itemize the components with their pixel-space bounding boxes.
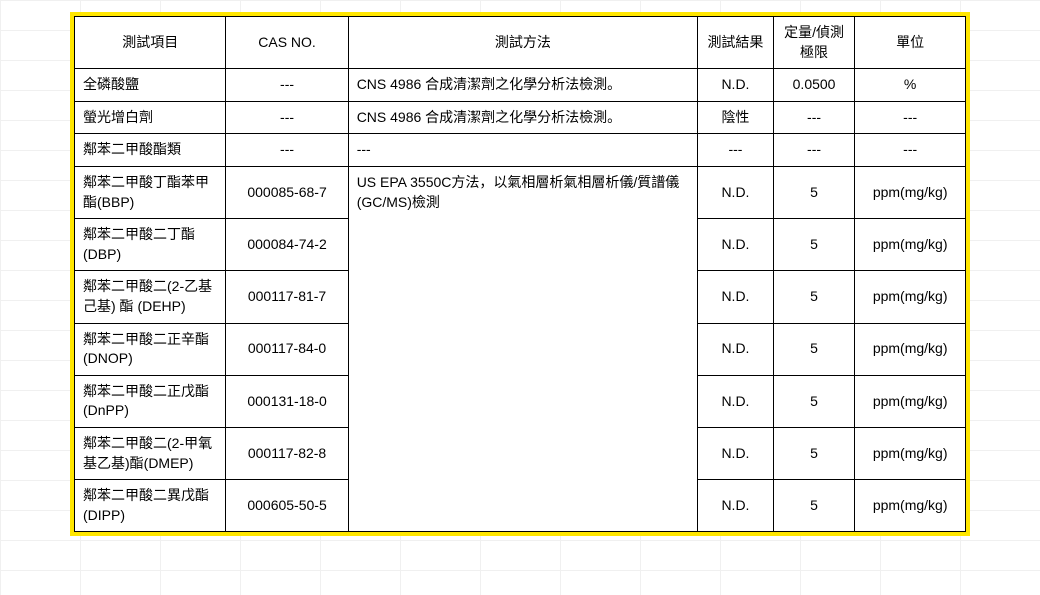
- col-header-unit: 單位: [855, 17, 966, 69]
- cell-result: N.D.: [698, 271, 774, 323]
- col-header-result: 測試結果: [698, 17, 774, 69]
- cell-result: N.D.: [698, 480, 774, 532]
- cell-unit: ---: [855, 134, 966, 167]
- cell-item: 鄰苯二甲酸丁酯苯甲酯(BBP): [75, 166, 226, 218]
- cell-result: ---: [698, 134, 774, 167]
- cell-result: N.D.: [698, 69, 774, 102]
- table-row: 鄰苯二甲酸酯類---------------: [75, 134, 966, 167]
- cell-result: N.D.: [698, 219, 774, 271]
- cell-unit: ppm(mg/kg): [855, 166, 966, 218]
- cell-cas: 000117-81-7: [226, 271, 348, 323]
- cell-item: 螢光增白劑: [75, 101, 226, 134]
- cell-cas: ---: [226, 134, 348, 167]
- cell-unit: ppm(mg/kg): [855, 323, 966, 375]
- table-header-row: 測試項目 CAS NO. 測試方法 測試結果 定量/偵測極限 單位: [75, 17, 966, 69]
- test-results-table-wrap: 測試項目 CAS NO. 測試方法 測試結果 定量/偵測極限 單位 全磷酸鹽--…: [70, 12, 970, 536]
- table-row: 鄰苯二甲酸丁酯苯甲酯(BBP)000085-68-7US EPA 3550C方法…: [75, 166, 966, 218]
- col-header-item: 測試項目: [75, 17, 226, 69]
- cell-item: 全磷酸鹽: [75, 69, 226, 102]
- cell-limit: 5: [773, 427, 855, 479]
- cell-limit: ---: [773, 101, 855, 134]
- cell-result: N.D.: [698, 166, 774, 218]
- col-header-limit: 定量/偵測極限: [773, 17, 855, 69]
- table-row: 螢光增白劑---CNS 4986 合成清潔劑之化學分析法檢測。陰性------: [75, 101, 966, 134]
- cell-limit: 5: [773, 375, 855, 427]
- cell-cas: 000085-68-7: [226, 166, 348, 218]
- cell-cas: 000117-84-0: [226, 323, 348, 375]
- test-results-table: 測試項目 CAS NO. 測試方法 測試結果 定量/偵測極限 單位 全磷酸鹽--…: [74, 16, 966, 532]
- table-body: 全磷酸鹽---CNS 4986 合成清潔劑之化學分析法檢測。N.D.0.0500…: [75, 69, 966, 532]
- cell-cas: 000605-50-5: [226, 480, 348, 532]
- cell-unit: ppm(mg/kg): [855, 427, 966, 479]
- cell-limit: 0.0500: [773, 69, 855, 102]
- cell-cas: ---: [226, 101, 348, 134]
- cell-method: CNS 4986 合成清潔劑之化學分析法檢測。: [348, 69, 697, 102]
- cell-item: 鄰苯二甲酸二(2-乙基己基) 酯 (DEHP): [75, 271, 226, 323]
- cell-method: ---: [348, 134, 697, 167]
- cell-result: 陰性: [698, 101, 774, 134]
- cell-result: N.D.: [698, 375, 774, 427]
- cell-unit: ppm(mg/kg): [855, 375, 966, 427]
- cell-item: 鄰苯二甲酸二正辛酯(DNOP): [75, 323, 226, 375]
- cell-unit: ---: [855, 101, 966, 134]
- cell-result: N.D.: [698, 323, 774, 375]
- col-header-cas: CAS NO.: [226, 17, 348, 69]
- cell-unit: ppm(mg/kg): [855, 271, 966, 323]
- cell-unit: ppm(mg/kg): [855, 480, 966, 532]
- cell-limit: ---: [773, 134, 855, 167]
- cell-item: 鄰苯二甲酸酯類: [75, 134, 226, 167]
- cell-cas: ---: [226, 69, 348, 102]
- cell-method-shared: US EPA 3550C方法，以氣相層析氣相層析儀/質譜儀(GC/MS)檢測: [348, 166, 697, 531]
- cell-cas: 000131-18-0: [226, 375, 348, 427]
- cell-limit: 5: [773, 323, 855, 375]
- cell-limit: 5: [773, 219, 855, 271]
- cell-item: 鄰苯二甲酸二丁酯(DBP): [75, 219, 226, 271]
- cell-item: 鄰苯二甲酸二(2-甲氧基乙基)酯(DMEP): [75, 427, 226, 479]
- cell-limit: 5: [773, 271, 855, 323]
- cell-method: CNS 4986 合成清潔劑之化學分析法檢測。: [348, 101, 697, 134]
- cell-limit: 5: [773, 480, 855, 532]
- cell-cas: 000084-74-2: [226, 219, 348, 271]
- cell-unit: ppm(mg/kg): [855, 219, 966, 271]
- cell-unit: %: [855, 69, 966, 102]
- cell-item: 鄰苯二甲酸二異戊酯(DIPP): [75, 480, 226, 532]
- table-row: 全磷酸鹽---CNS 4986 合成清潔劑之化學分析法檢測。N.D.0.0500…: [75, 69, 966, 102]
- col-header-method: 測試方法: [348, 17, 697, 69]
- cell-cas: 000117-82-8: [226, 427, 348, 479]
- cell-limit: 5: [773, 166, 855, 218]
- cell-item: 鄰苯二甲酸二正戊酯(DnPP): [75, 375, 226, 427]
- cell-result: N.D.: [698, 427, 774, 479]
